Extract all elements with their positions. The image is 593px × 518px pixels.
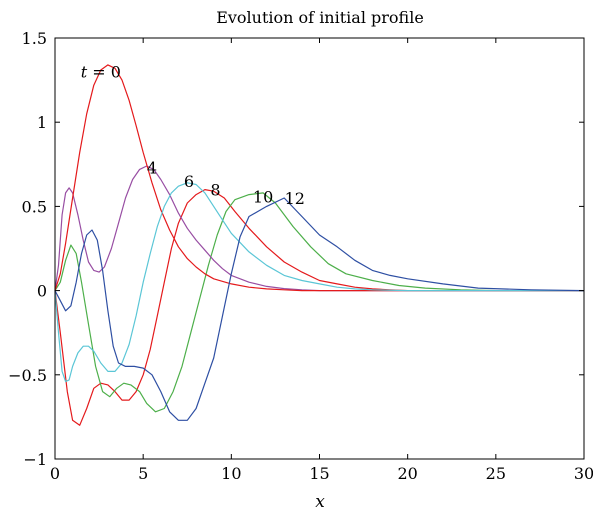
curve-labels: t = 0 4 6 8 10 12 (81, 63, 305, 208)
x-tick-label: 30 (574, 464, 593, 483)
x-tick-label: 0 (50, 464, 60, 483)
axis-ticks: 0 5 10 15 20 25 30 −1 −0.5 0 0.5 1 1.5 (8, 29, 593, 483)
series-line-2 (54, 192, 584, 413)
chart-title: Evolution of initial profile (216, 8, 424, 27)
y-tick-label: 1.5 (22, 29, 47, 48)
x-axis-label: x (315, 492, 325, 512)
x-tick-label: 5 (138, 464, 148, 483)
plot-frame (54, 37, 585, 460)
y-tick-label: 0.5 (22, 197, 47, 216)
x-tick-label: 25 (486, 464, 506, 483)
y-tick-label: 0 (37, 282, 47, 301)
series-line-6 (54, 197, 585, 421)
y-tick-label: −0.5 (8, 366, 47, 385)
curve-label: 12 (285, 189, 305, 208)
x-tick-label: 10 (221, 464, 241, 483)
curve-label: 10 (253, 187, 273, 206)
curve-label: 6 (184, 172, 194, 191)
x-tick-label: 15 (309, 464, 329, 483)
y-tick-label: −1 (23, 450, 47, 469)
plot-lines (54, 64, 585, 426)
series-line-5 (54, 182, 584, 383)
curve-label: 4 (147, 159, 157, 178)
curve-label: 8 (210, 181, 220, 200)
series-line-1 (54, 189, 584, 426)
series-line-3 (54, 165, 584, 292)
x-tick-label: 20 (397, 464, 417, 483)
y-tick-label: 1 (37, 113, 47, 132)
series-line-4 (54, 64, 584, 292)
curve-label: t = 0 (81, 63, 121, 82)
